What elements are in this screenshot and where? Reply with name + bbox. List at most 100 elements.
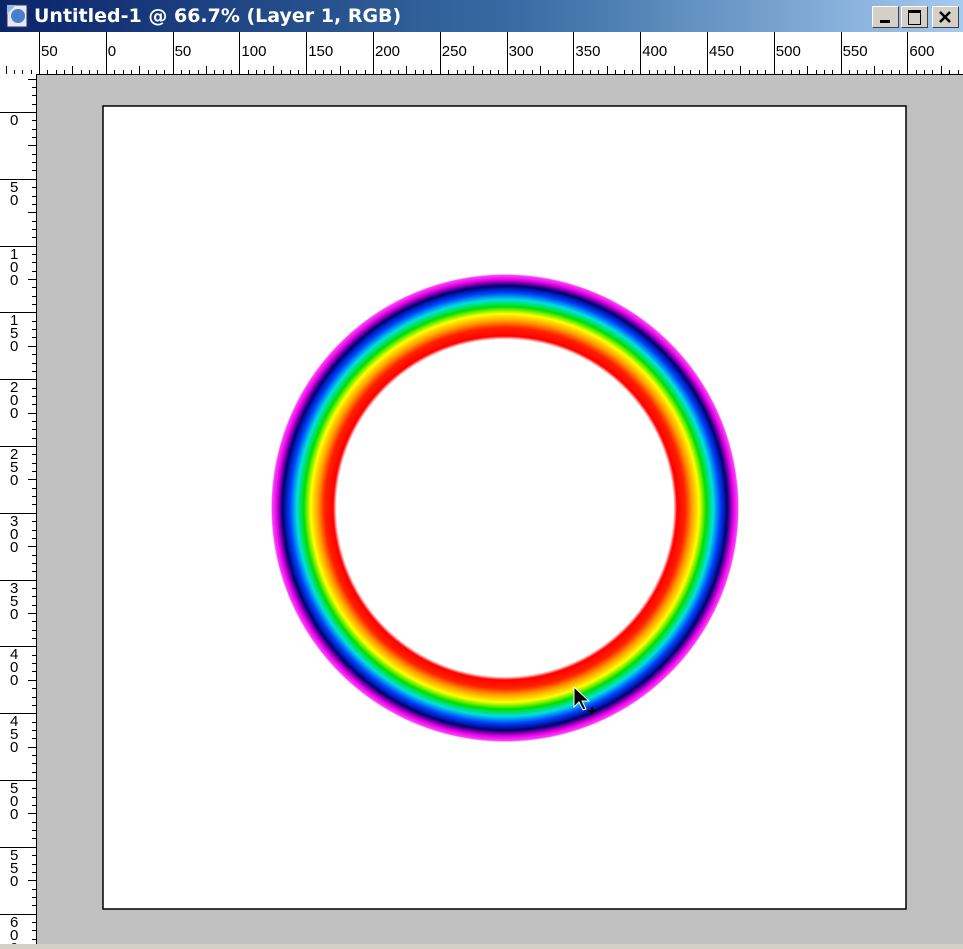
ruler-tick [32,805,36,806]
ruler-tick [28,546,36,547]
ruler-tick [0,312,36,313]
ruler-tick [882,70,883,74]
ruler-tick [32,104,36,105]
ruler-tick [340,66,341,74]
ruler-tick [791,70,792,74]
ruler-tick [899,70,900,74]
ruler-tick [415,70,416,74]
ruler-tick [0,446,36,447]
ruler-tick [256,70,257,74]
ruler-tick [390,70,391,74]
app-icon [4,2,32,30]
ruler-tick [32,630,36,631]
ruler-tick [123,70,124,74]
ruler-tick [131,70,132,74]
ruler-label: 150 [308,44,333,59]
ruler-tick [32,738,36,739]
ruler-tick [32,722,36,723]
ruler-tick [28,680,36,681]
ruler-tick [891,70,892,74]
ruler-label: 300 [509,44,534,59]
ruler-tick [857,70,858,74]
ruler-tick [782,70,783,74]
ruler-label: 50 [41,44,58,59]
ruler-tick [0,914,36,915]
ruler-tick [28,79,36,80]
ruler-tick [32,463,36,464]
ruler-tick [181,70,182,74]
ruler-tick [32,237,36,238]
title-bar[interactable]: Untitled-1 @ 66.7% (Layer 1, RGB) [0,0,963,32]
ruler-tick [47,70,48,74]
ruler-tick [607,66,608,74]
ruler-tick [28,145,36,146]
minimize-button[interactable] [872,6,899,28]
ruler-tick [365,70,366,74]
ruler-tick [0,580,36,581]
ruler-tick [557,70,558,74]
maximize-button[interactable] [901,6,928,28]
ruler-tick [924,70,925,74]
ruler-tick [757,70,758,74]
ruler-tick [89,70,90,74]
ruler-tick [32,204,36,205]
ruler-tick [32,638,36,639]
ruler-tick [32,538,36,539]
ruler-tick [56,70,57,74]
ruler-tick [482,70,483,74]
ruler-tick [32,137,36,138]
ruler-tick [624,70,625,74]
ruler-tick [32,187,36,188]
ruler-tick [28,747,36,748]
ruler-tick [214,70,215,74]
ruler-tick [248,70,249,74]
ruler-tick [540,66,541,74]
ruler-tick [690,70,691,74]
ruler-tick [32,404,36,405]
ruler-tick [32,388,36,389]
ruler-tick [515,70,516,74]
ruler-tick [32,154,36,155]
ruler-label: 350 [10,582,24,621]
ruler-tick [32,563,36,564]
ruler-label: 400 [10,648,24,687]
ruler-tick [665,70,666,74]
ruler-tick [81,70,82,74]
close-button[interactable] [932,6,959,28]
ruler-tick [32,337,36,338]
ruler-tick [148,70,149,74]
ruler-tick [32,521,36,522]
ruler-tick [740,66,741,74]
ruler-tick [32,897,36,898]
ruler-tick [32,504,36,505]
ruler-tick [32,797,36,798]
ruler-tick [406,66,407,74]
ruler-tick [32,555,36,556]
ruler-tick [907,32,908,74]
ruler-label: 100 [241,44,266,59]
ruler-tick [189,70,190,74]
ruler-tick [64,70,65,74]
ruler-tick [32,354,36,355]
ruler-tick [832,70,833,74]
ruler-label: 450 [709,44,734,59]
ruler-tick [356,70,357,74]
ruler-tick [32,471,36,472]
ruler-tick [32,438,36,439]
ruler-tick [298,70,299,74]
ruler-tick [32,396,36,397]
ruler-tick [239,32,240,74]
ruler-tick [348,70,349,74]
ruler-tick [0,713,36,714]
ruler-tick [156,70,157,74]
ruler-tick [114,70,115,74]
ruler-tick [32,655,36,656]
ruler-tick [32,755,36,756]
ruler-label: 200 [375,44,400,59]
ruler-tick [32,905,36,906]
ruler-tick [582,70,583,74]
ruler-tick [32,496,36,497]
ruler-tick [32,763,36,764]
ruler-tick [290,70,291,74]
ruler-label: 100 [10,248,24,287]
